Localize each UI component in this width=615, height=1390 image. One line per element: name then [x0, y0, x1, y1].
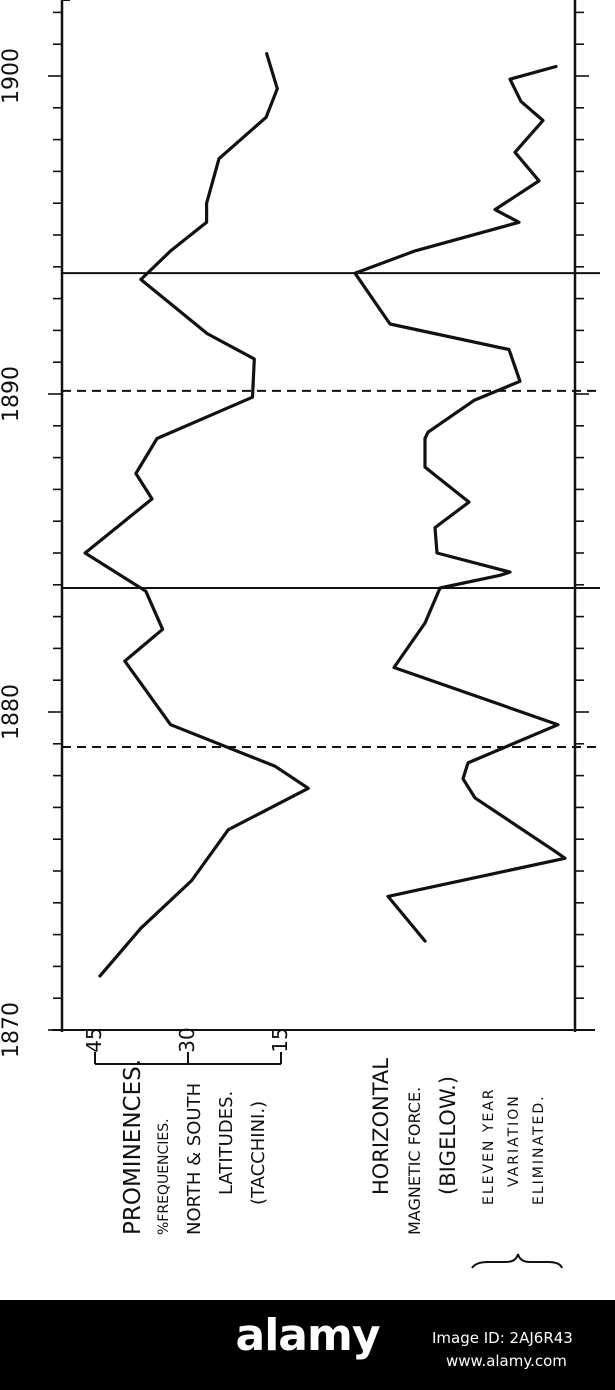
- frequencies-label-group: %FREQUENCIES.: [156, 1118, 172, 1235]
- chart-figure: 1870 1880 1890 1900 45 30 15 PROMINENCES. %FRE…: [0, 0, 600, 1269]
- frequencies-label: %FREQUENCIES.: [156, 1118, 172, 1235]
- image-id-text: Image ID: 2AJ6R43: [432, 1329, 573, 1347]
- year-tick-label: 1890: [0, 366, 24, 422]
- prominence-scale-label: 15: [268, 1027, 292, 1052]
- prominences-title: PROMINENCES.: [120, 1059, 146, 1235]
- latitudes-label: LATITUDES.: [216, 1091, 237, 1195]
- north-south-label: NORTH & SOUTH: [184, 1083, 205, 1235]
- site-url: www.alamy.com: [446, 1352, 567, 1370]
- variation-label-group: VARIATION: [506, 1094, 522, 1187]
- eliminated-label-group: ELIMINATED.: [531, 1094, 547, 1205]
- latitudes-label-group: LATITUDES.: [216, 1091, 237, 1195]
- eleven-year-label: ELEVEN YEAR: [481, 1087, 497, 1205]
- chart-frame: [52, 0, 595, 1032]
- magnetic-force-curve: [353, 64, 567, 943]
- year-tick-label: 1900: [0, 48, 24, 104]
- prominence-scale-label: 45: [82, 1027, 106, 1052]
- bigelow-label-group: (BIGELOW.): [436, 1076, 460, 1195]
- prominences-legend: PROMINENCES.: [120, 1059, 146, 1235]
- brand-logo: alamy: [235, 1310, 381, 1361]
- prominence-scale-label: 30: [175, 1027, 199, 1052]
- year-ticks: [48, 11, 589, 1031]
- footer-bar: [0, 1300, 615, 1390]
- prominences-curve: [83, 52, 310, 978]
- tacchini-label: (TACCHINI.): [248, 1101, 269, 1205]
- year-tick-label: 1880: [0, 684, 24, 740]
- legend-brace: [471, 1253, 563, 1269]
- magnetic-force-label-group: MAGNETIC FORCE.: [405, 1087, 424, 1235]
- horizontal-label-group: HORIZONTAL: [369, 1058, 393, 1195]
- north-south-label-group: NORTH & SOUTH: [184, 1083, 205, 1235]
- reference-lines: [62, 272, 600, 748]
- eliminated-label: ELIMINATED.: [531, 1094, 547, 1205]
- bigelow-label: (BIGELOW.): [436, 1076, 460, 1195]
- year-tick-label: 1870: [0, 1002, 24, 1058]
- data-curves: [83, 52, 567, 978]
- tacchini-label-group: (TACCHINI.): [248, 1101, 269, 1205]
- magnetic-force-label: MAGNETIC FORCE.: [405, 1087, 424, 1235]
- variation-label: VARIATION: [506, 1094, 522, 1187]
- axis-labels: 1870 1880 1890 1900 45 30 15: [0, 48, 292, 1065]
- eleven-year-label-group: ELEVEN YEAR: [481, 1087, 497, 1205]
- horizontal-label: HORIZONTAL: [369, 1058, 393, 1195]
